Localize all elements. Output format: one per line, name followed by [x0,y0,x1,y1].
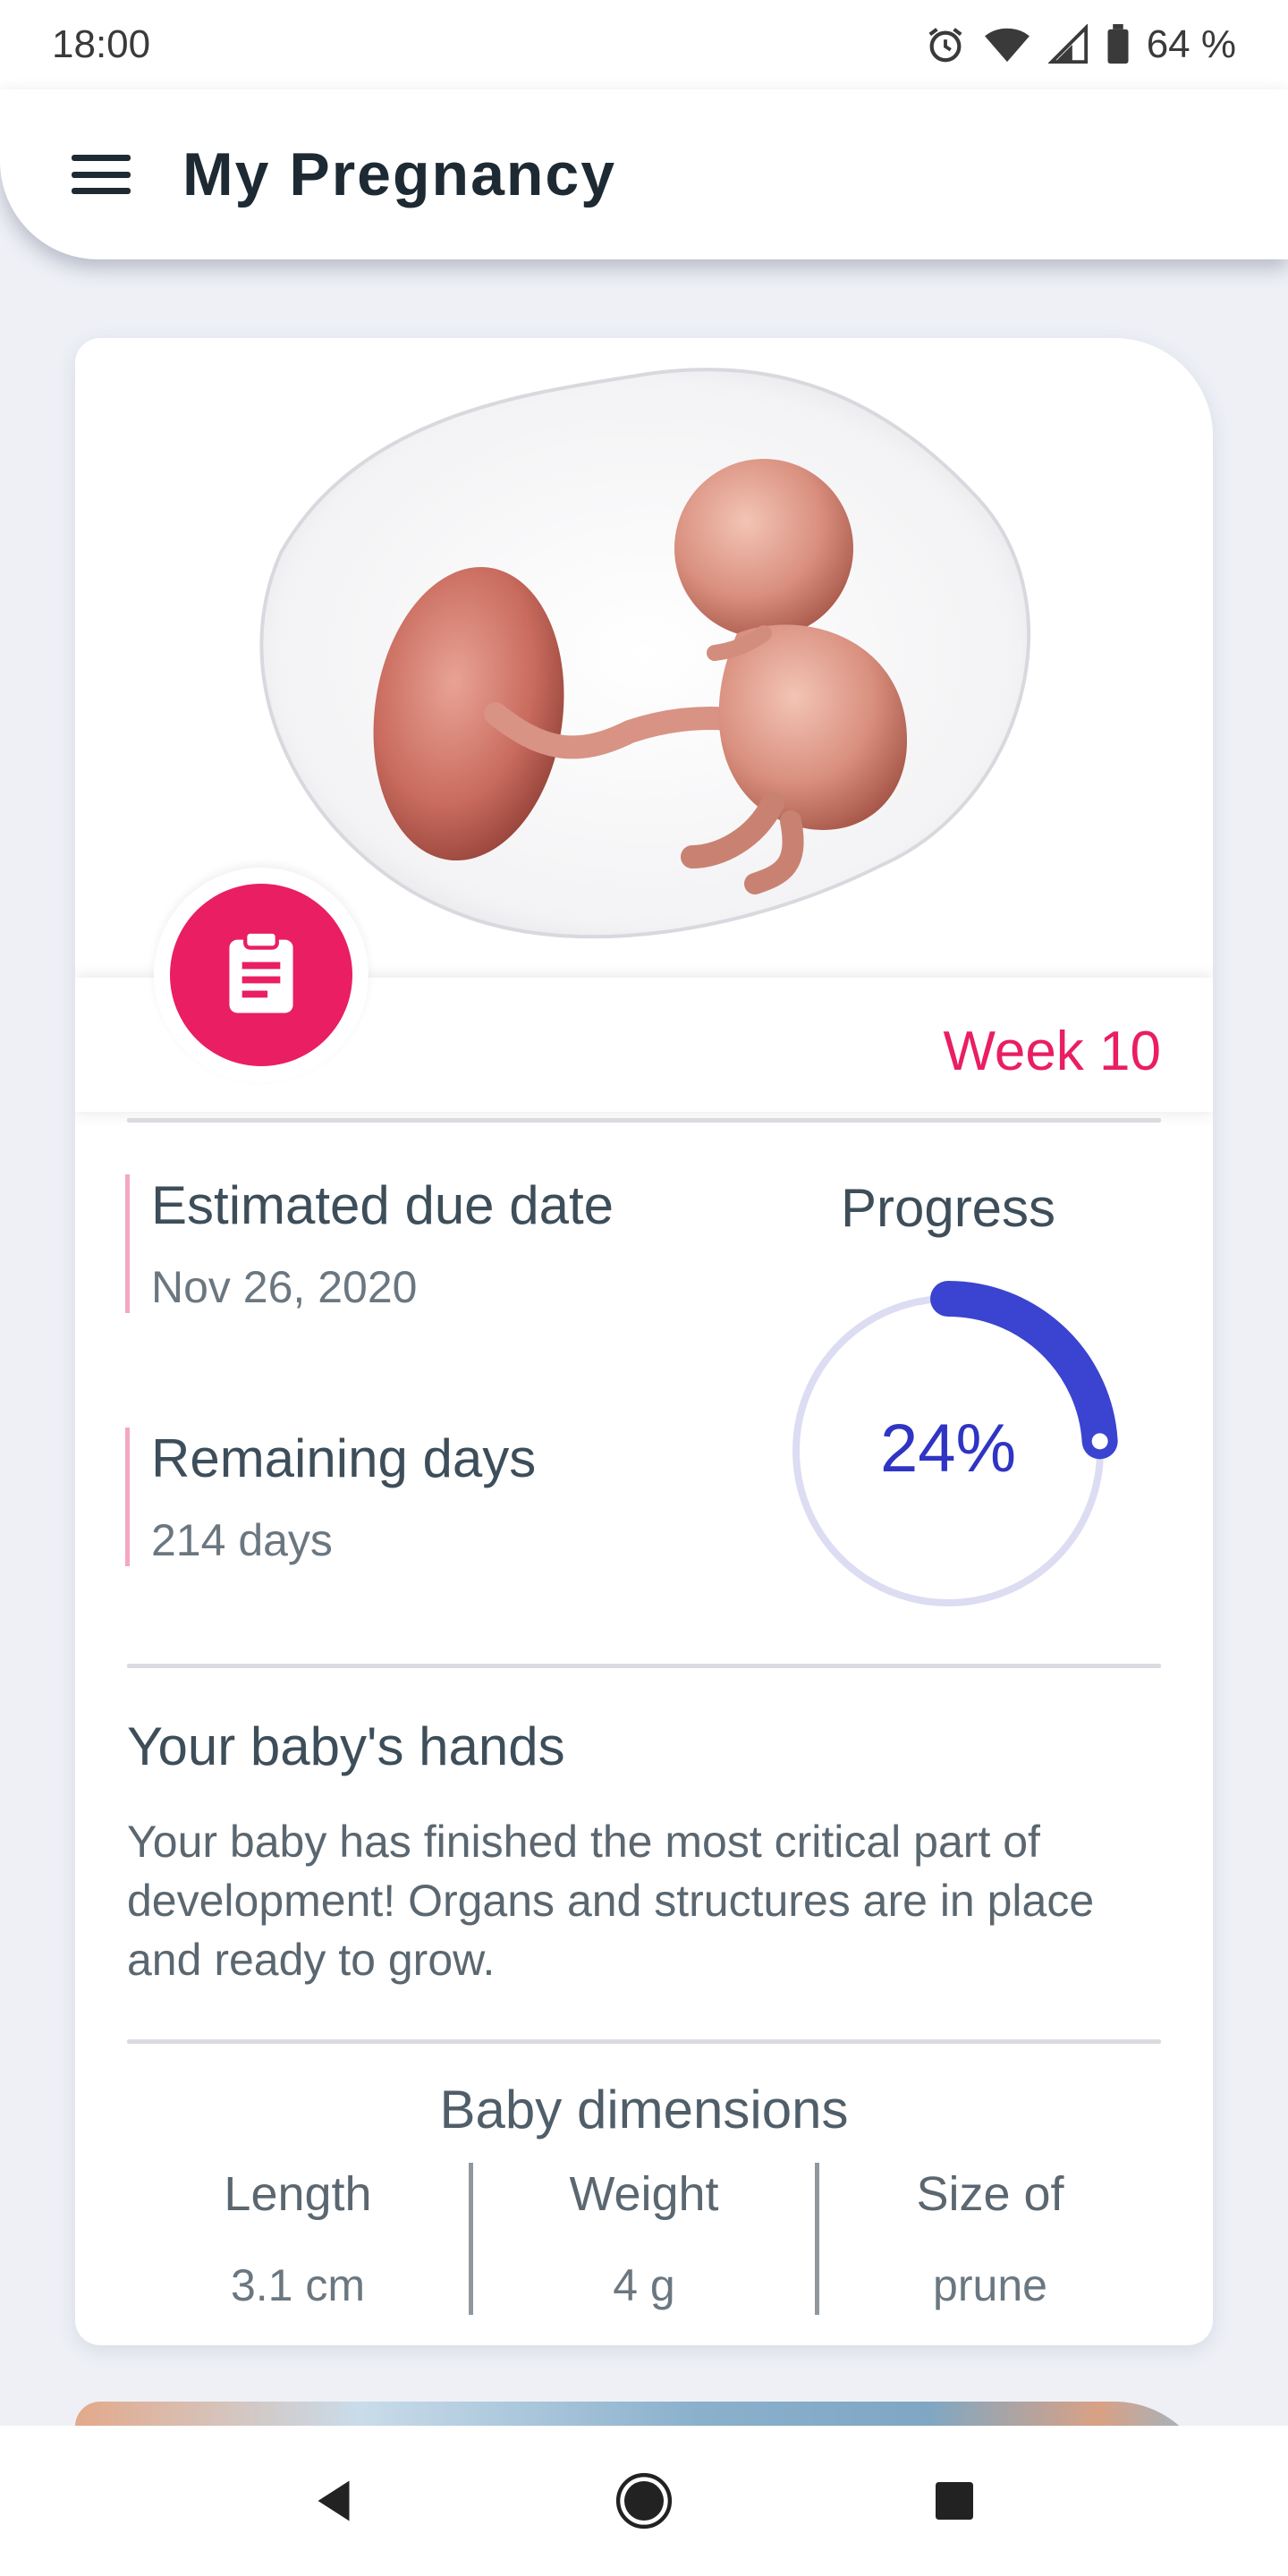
dimensions-row: Length 3.1 cm Weight 4 g Size of prune [127,2163,1161,2315]
dimensions-title: Baby dimensions [439,2080,849,2140]
divider [127,2039,1161,2044]
remaining-days-value: 214 days [151,1515,333,1565]
recents-square-icon[interactable] [919,2465,990,2537]
status-bar: 18:00 64 % [0,0,1288,89]
status-time: 18:00 [52,22,151,66]
due-date-value: Nov 26, 2020 [151,1262,418,1312]
page-title: My Pregnancy [182,140,617,208]
highlight-title: Your baby's hands [127,1716,565,1776]
progress-ring [792,1281,1118,1606]
progress-percent: 24% [879,1411,1017,1487]
week-card[interactable]: Week 10 Estimated due date Nov 26, 2020 … [75,338,1213,2345]
highlight-body: Your baby has finished the most critical… [127,1817,1095,1985]
remaining-days: Remaining days 214 days [125,1428,536,1566]
dimension-value: prune [933,2260,1047,2310]
dimension-label: Size of [916,2167,1064,2221]
home-circle-icon[interactable] [608,2465,680,2537]
status-icons: 64 % [925,22,1236,67]
remaining-days-label: Remaining days [151,1428,537,1488]
due-date-label: Estimated due date [151,1175,614,1235]
dimension-value: 4 g [613,2260,675,2310]
battery-icon [1106,24,1131,65]
wifi-icon [982,24,1032,65]
progress-arc [930,1281,1118,1460]
clipboard-icon [223,929,300,1021]
battery-percent: 64 % [1146,22,1236,66]
progress-label: Progress [840,1178,1056,1238]
divider [127,1118,1161,1123]
dimension-label: Weight [569,2167,719,2221]
dimension-size: Size of prune [815,2163,1161,2315]
app-bar: My Pregnancy [0,89,1288,259]
estimated-due-date: Estimated due date Nov 26, 2020 [125,1174,614,1313]
clipboard-button[interactable] [170,884,352,1066]
dimension-value: 3.1 cm [230,2260,366,2310]
back-triangle-icon[interactable] [298,2465,369,2537]
divider [127,1664,1161,1668]
dimension-weight: Weight 4 g [469,2163,815,2315]
system-nav-bar [0,2426,1288,2576]
dimension-label: Length [224,2167,372,2221]
progress-knob [1091,1433,1108,1450]
hamburger-menu-icon[interactable] [70,148,132,201]
alarm-icon [925,24,966,65]
week-label: Week 10 [943,1021,1161,1082]
dimension-length: Length 3.1 cm [127,2163,469,2315]
signal-icon [1047,24,1089,65]
